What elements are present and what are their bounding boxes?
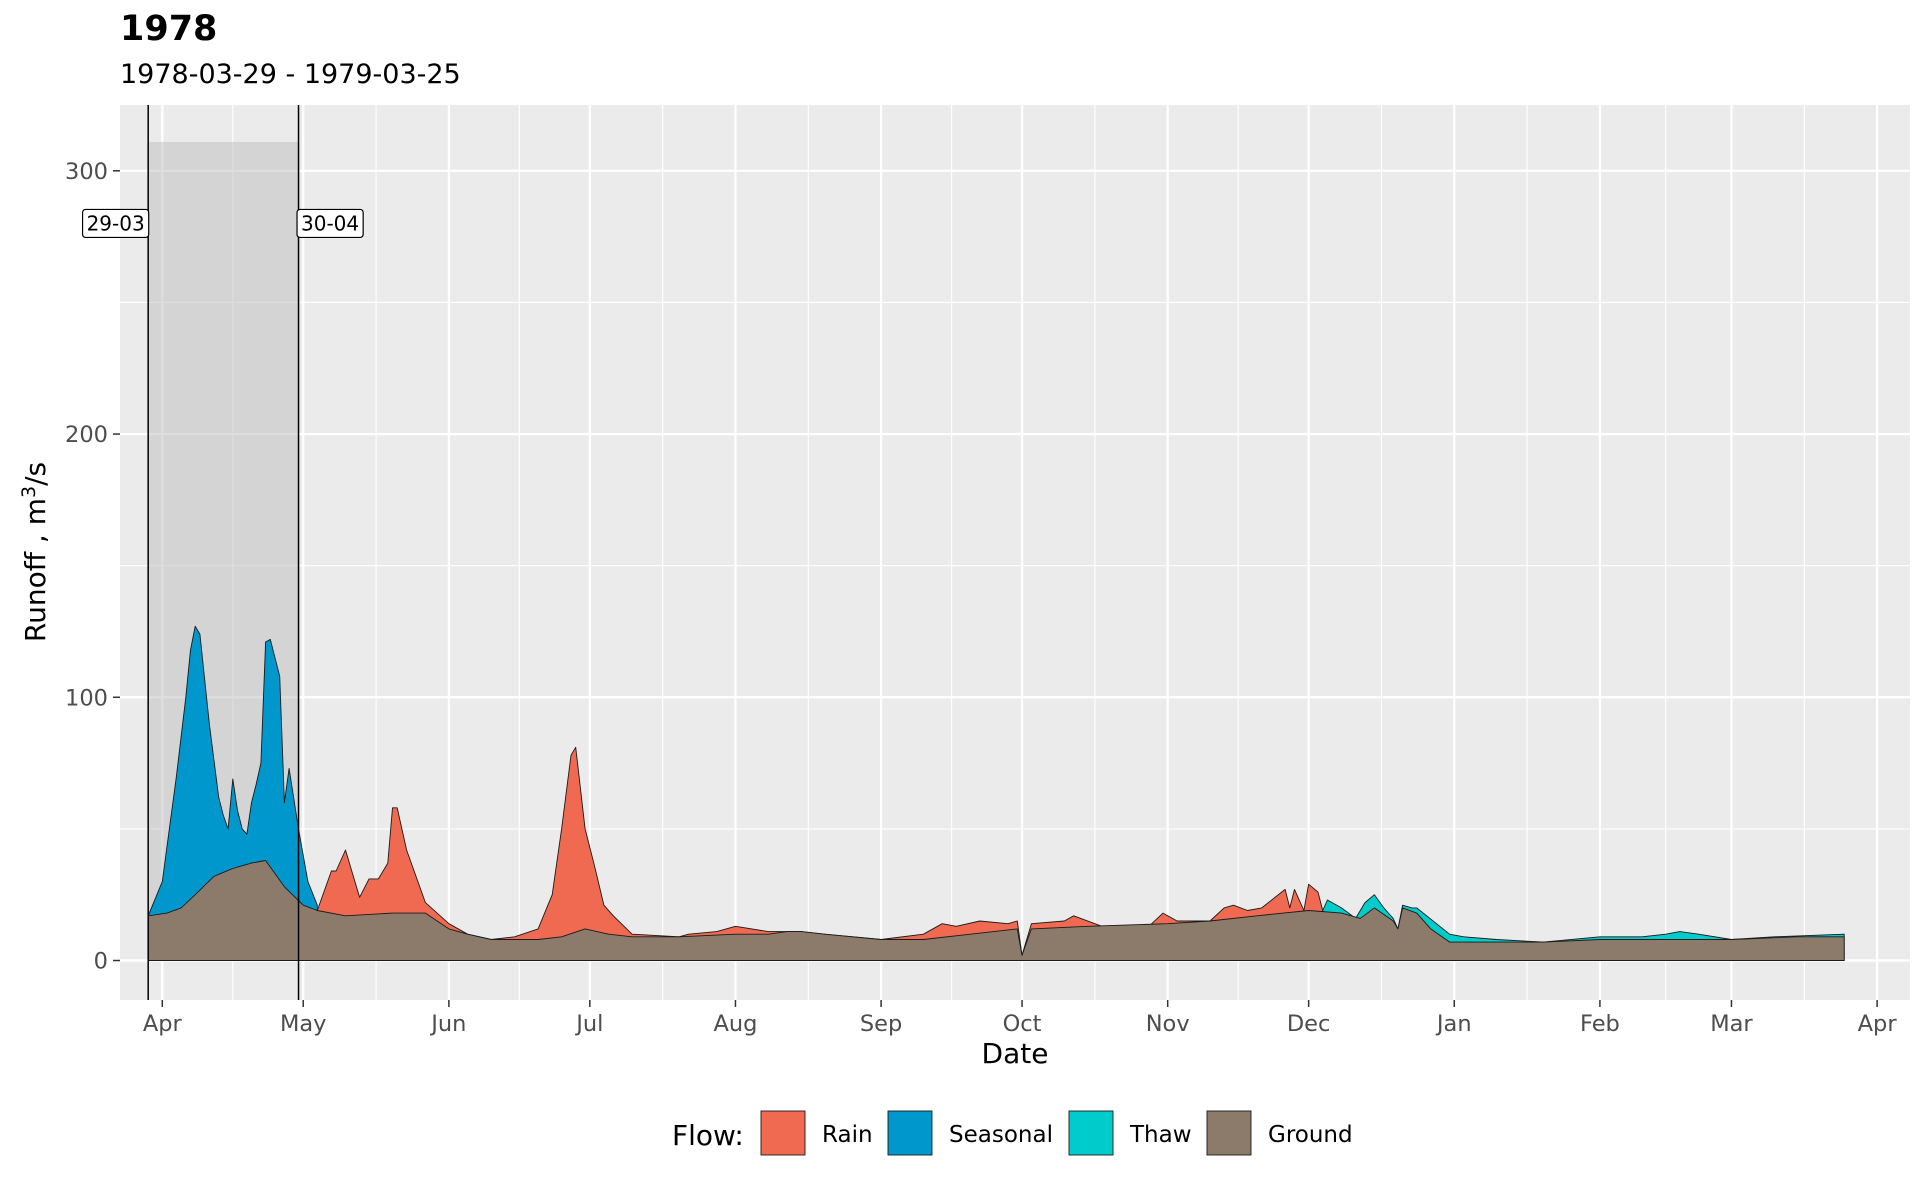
area-ground: [147, 860, 1845, 961]
legend-title: Flow:: [672, 1119, 744, 1152]
y-tick-label: 100: [65, 685, 108, 711]
x-tick-label: May: [280, 1011, 327, 1037]
legend-key-rain: [760, 1110, 806, 1156]
y-axis: 0 100 200 300: [65, 159, 120, 975]
x-tick-label: Aug: [713, 1011, 757, 1037]
x-tick-label: Sep: [860, 1011, 902, 1037]
x-tick-label: Jun: [429, 1011, 466, 1037]
annotation-label-1: 29-03: [87, 211, 145, 235]
minor-gridlines: [120, 105, 1910, 1000]
plot-panel: [120, 105, 1910, 1000]
annotation-box-2: [296, 208, 364, 239]
y-axis-title-tail: /s: [19, 462, 52, 486]
legend-key-ground: [1206, 1110, 1252, 1156]
y-axis-title-main: Runoff , m: [19, 498, 52, 642]
area-rain: [302, 746, 1324, 961]
x-tick-label: Jan: [1435, 1011, 1472, 1037]
legend-key-seasonal: [887, 1110, 933, 1156]
period-boundary-lines: [147, 105, 300, 1000]
legend-label-thaw: Thaw: [1129, 1122, 1192, 1148]
annotation-box-1: [81, 208, 150, 239]
annotation-label-2: 30-04: [301, 211, 359, 235]
y-axis-title-superscript: 3: [18, 486, 40, 498]
legend: Flow: Rain Seasonal Thaw Ground: [672, 1110, 1353, 1156]
legend-key-thaw: [1068, 1110, 1114, 1156]
x-axis-title: Date: [982, 1037, 1049, 1070]
legend-label-seasonal: Seasonal: [949, 1122, 1053, 1148]
x-tick-label: Dec: [1287, 1011, 1331, 1037]
chart-title: 1978: [120, 9, 217, 49]
x-tick-label: Feb: [1580, 1011, 1620, 1037]
period-annotations: 29-03 30-04: [81, 208, 364, 239]
legend-label-rain: Rain: [822, 1122, 873, 1148]
x-tick-label: Apr: [143, 1011, 183, 1037]
x-tick-label: Jul: [574, 1011, 603, 1037]
x-tick-label: Apr: [1858, 1011, 1898, 1037]
x-tick-label: Oct: [1003, 1011, 1042, 1037]
y-tick-label: 200: [65, 422, 108, 448]
y-tick-label: 300: [65, 159, 108, 185]
y-axis-title: Runoff , m3/s: [18, 462, 52, 642]
flow-areas: [147, 625, 1845, 961]
x-tick-label: Mar: [1710, 1011, 1753, 1037]
chart-subtitle: 1978-03-29 - 1979-03-25: [120, 59, 461, 90]
y-tick-label: 0: [94, 949, 108, 975]
legend-label-ground: Ground: [1268, 1122, 1353, 1148]
x-tick-label: Nov: [1146, 1011, 1190, 1037]
x-axis: Apr May Jun Jul Aug Sep Oct Nov Dec Jan Feb Mar Apr: [143, 1000, 1898, 1037]
